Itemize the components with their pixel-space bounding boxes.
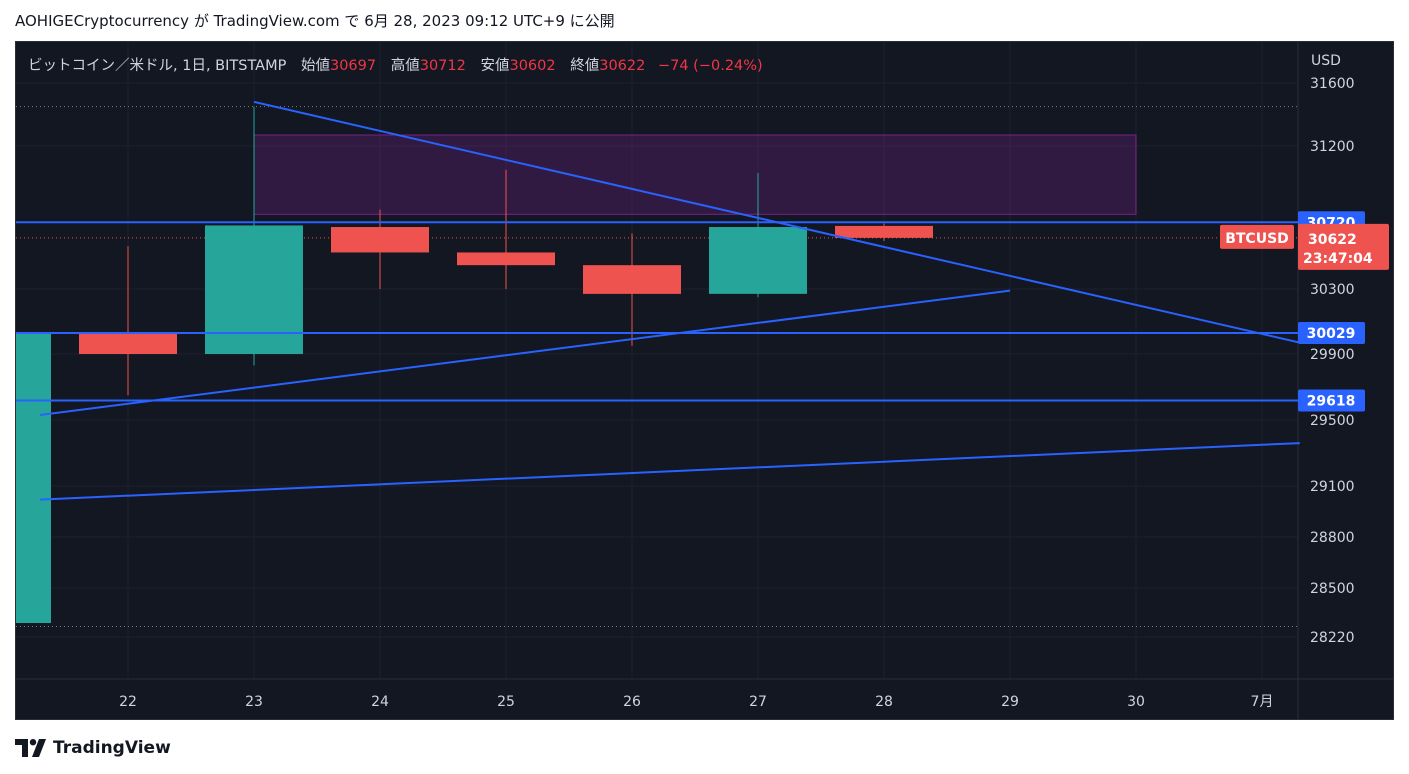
price-tick-label: 28220	[1310, 630, 1355, 646]
trend-line[interactable]	[253, 100, 1301, 344]
last-price-tag	[1298, 223, 1389, 270]
tradingview-logo-icon	[15, 739, 46, 757]
chart-legend: ビットコイン／米ドル, 1日, BITSTAMP 始値30697 高値30712…	[28, 54, 763, 75]
last-price-countdown: 23:47:04	[1303, 251, 1373, 267]
date-tick-label: 28	[875, 694, 893, 710]
candle-down[interactable]	[79, 332, 177, 354]
price-tick-label: 29900	[1310, 347, 1355, 363]
candle-up[interactable]	[0, 332, 51, 623]
price-tick-label: 28500	[1310, 581, 1355, 597]
legend-open: 30697	[329, 58, 377, 74]
candle-down[interactable]	[457, 252, 555, 266]
date-tick-label: 25	[497, 694, 515, 710]
resistance-zone[interactable]	[253, 134, 1137, 215]
legend-high-label: 高値	[390, 58, 420, 74]
chart-frame[interactable]	[15, 41, 1394, 720]
candle-down[interactable]	[583, 265, 681, 294]
legend-close-label: 終値	[570, 58, 600, 74]
tradingview-brand: TradingView	[53, 738, 171, 758]
price-tick-label: 31600	[1310, 76, 1355, 92]
date-tick-label: 23	[245, 694, 263, 710]
date-tick-label: 30	[1127, 694, 1145, 710]
date-tick-label: 27	[749, 694, 767, 710]
legend-close: 30622	[599, 58, 646, 74]
candle-down[interactable]	[331, 227, 429, 253]
level-tag-label: 29618	[1307, 394, 1356, 410]
date-tick-label: 29	[1001, 694, 1019, 710]
legend-low: 30602	[509, 58, 556, 74]
symbol-tag	[1220, 224, 1294, 249]
price-tick-label: 29500	[1310, 413, 1355, 429]
legend-high: 30712	[419, 58, 466, 74]
date-tick-label: 24	[371, 694, 389, 710]
candle-up[interactable]	[205, 225, 303, 354]
tradingview-logo[interactable]: TradingView	[15, 738, 171, 758]
last-price-value: 30622	[1308, 232, 1357, 248]
date-tick-label: 26	[623, 694, 641, 710]
legend-open-label: 始値	[300, 58, 330, 74]
candle-down[interactable]	[835, 225, 933, 238]
date-tick-label: 22	[119, 694, 137, 710]
price-tick-label: 29100	[1310, 479, 1355, 495]
date-tick-label: 7月	[1251, 694, 1274, 710]
price-axis-currency: USD	[1311, 53, 1341, 69]
trend-line[interactable]	[39, 442, 1300, 501]
candle-up[interactable]	[709, 227, 807, 294]
legend-change: −74 (−0.24%)	[657, 58, 763, 74]
price-tick-label: 28800	[1310, 530, 1355, 546]
level-tag	[1298, 389, 1365, 412]
trend-line[interactable]	[39, 289, 1011, 417]
legend-low-label: 安値	[480, 58, 510, 74]
level-tag-label: 30029	[1307, 326, 1356, 342]
publish-line: AOHIGECryptocurrency が TradingView.com で…	[15, 12, 615, 30]
price-tick-label: 30300	[1310, 282, 1355, 298]
price-tick-label: 31200	[1310, 139, 1355, 155]
symbol-tag-label: BTCUSD	[1225, 231, 1289, 247]
level-tag	[1298, 322, 1365, 345]
legend-symbol: ビットコイン／米ドル, 1日, BITSTAMP	[28, 58, 287, 74]
